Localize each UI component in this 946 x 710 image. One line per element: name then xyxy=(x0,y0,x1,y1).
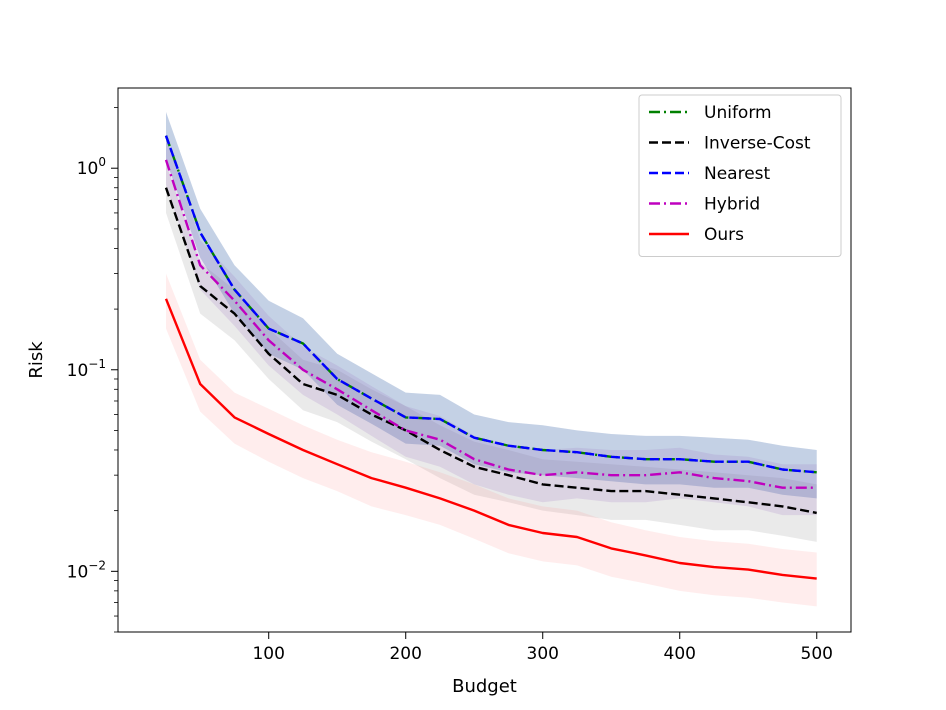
legend-label-hybrid: Hybrid xyxy=(704,195,760,215)
y-tick-label: 100 xyxy=(77,155,106,179)
band-inverse-cost xyxy=(166,163,817,542)
legend-box xyxy=(638,94,842,257)
series-line-inverse-cost xyxy=(164,187,817,515)
x-axis-ticks: 100 200 300 400 500 xyxy=(252,632,833,664)
legend-label-ours: Ours xyxy=(704,225,744,245)
legend-label-uniform: Uniform xyxy=(704,103,772,123)
band-ours xyxy=(166,273,817,607)
legend-label-nearest: Nearest xyxy=(704,164,771,184)
x-tick-label: 100 xyxy=(252,644,284,664)
x-tick-label: 500 xyxy=(801,644,833,664)
y-axis-label: Risk xyxy=(26,341,47,379)
band-nearest xyxy=(166,112,817,499)
legend-label-inverse-cost: Inverse-Cost xyxy=(704,134,811,154)
x-axis-label: Budget xyxy=(452,676,517,697)
series-line-hybrid xyxy=(164,159,817,489)
band-hybrid xyxy=(166,135,817,516)
y-axis-ticks: 10−2 10−1 100 xyxy=(67,107,118,633)
x-tick-label: 300 xyxy=(527,644,559,664)
series-line-ours xyxy=(164,298,817,580)
y-tick-label: 10−1 xyxy=(67,357,106,381)
plot-frame xyxy=(117,87,852,633)
series-line-nearest xyxy=(164,135,817,474)
x-tick-label: 400 xyxy=(664,644,696,664)
confidence-bands xyxy=(166,112,817,607)
series-lines xyxy=(164,135,817,580)
y-tick-label: 10−2 xyxy=(67,558,106,582)
band-uniform xyxy=(166,112,817,499)
x-tick-label: 200 xyxy=(389,644,421,664)
legend: Uniform Inverse-Cost Nearest Hybrid Ours xyxy=(638,94,842,257)
